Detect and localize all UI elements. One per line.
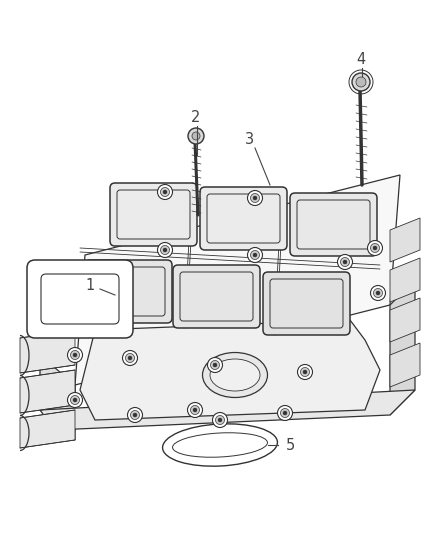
Circle shape [128,356,132,360]
Circle shape [73,398,77,402]
Polygon shape [390,218,420,262]
Circle shape [215,416,225,424]
Polygon shape [80,320,380,420]
Circle shape [158,184,173,199]
Circle shape [247,190,262,206]
Circle shape [338,254,353,270]
Circle shape [158,243,173,257]
Circle shape [191,406,199,415]
Text: 5: 5 [286,438,295,453]
Circle shape [303,370,307,374]
FancyBboxPatch shape [263,272,350,335]
Text: 1: 1 [85,278,95,293]
Circle shape [343,260,347,264]
Circle shape [253,196,257,200]
Circle shape [376,291,380,295]
Circle shape [192,132,200,140]
Ellipse shape [162,424,277,466]
Circle shape [211,360,219,369]
FancyBboxPatch shape [27,260,133,338]
Circle shape [300,367,310,376]
Circle shape [160,188,170,197]
Polygon shape [20,330,75,373]
Circle shape [297,365,312,379]
Circle shape [123,351,138,366]
FancyBboxPatch shape [41,274,119,324]
FancyBboxPatch shape [110,183,197,246]
Polygon shape [20,410,75,448]
Polygon shape [390,258,420,302]
Circle shape [280,408,290,417]
Circle shape [283,411,287,415]
Circle shape [213,363,217,367]
Circle shape [218,418,222,422]
FancyBboxPatch shape [85,260,172,323]
Circle shape [163,190,167,194]
FancyBboxPatch shape [207,194,280,243]
Circle shape [193,408,197,412]
Text: 4: 4 [357,52,366,68]
Polygon shape [55,385,75,435]
Circle shape [374,288,382,297]
Circle shape [126,353,134,362]
Circle shape [187,402,202,417]
Circle shape [247,247,262,262]
Circle shape [67,348,82,362]
Circle shape [160,246,170,254]
FancyBboxPatch shape [297,200,370,249]
Polygon shape [75,175,400,385]
Circle shape [131,410,139,419]
Circle shape [127,408,142,423]
Circle shape [373,246,377,250]
Polygon shape [20,370,75,413]
Circle shape [371,244,379,253]
Circle shape [356,77,366,87]
Circle shape [188,128,204,144]
Polygon shape [390,280,415,415]
Circle shape [163,248,167,252]
Polygon shape [40,355,75,440]
FancyBboxPatch shape [180,272,253,321]
Circle shape [71,351,80,359]
FancyBboxPatch shape [270,279,343,328]
Circle shape [367,240,382,255]
Circle shape [352,73,370,91]
Circle shape [340,257,350,266]
Circle shape [371,286,385,301]
Circle shape [71,395,80,405]
Circle shape [133,413,137,417]
FancyBboxPatch shape [173,265,260,328]
Circle shape [278,406,293,421]
Circle shape [253,253,257,257]
Circle shape [73,353,77,357]
Circle shape [67,392,82,408]
Text: 3: 3 [245,133,254,148]
Ellipse shape [202,352,268,398]
Polygon shape [390,298,420,342]
Ellipse shape [173,433,268,457]
Circle shape [251,193,259,203]
Polygon shape [40,390,415,430]
Ellipse shape [210,359,260,391]
FancyBboxPatch shape [92,267,165,316]
Text: 2: 2 [191,110,201,125]
Circle shape [212,413,227,427]
FancyBboxPatch shape [290,193,377,256]
FancyBboxPatch shape [117,190,190,239]
FancyBboxPatch shape [200,187,287,250]
Circle shape [251,251,259,260]
Circle shape [208,358,223,373]
Polygon shape [390,343,420,387]
